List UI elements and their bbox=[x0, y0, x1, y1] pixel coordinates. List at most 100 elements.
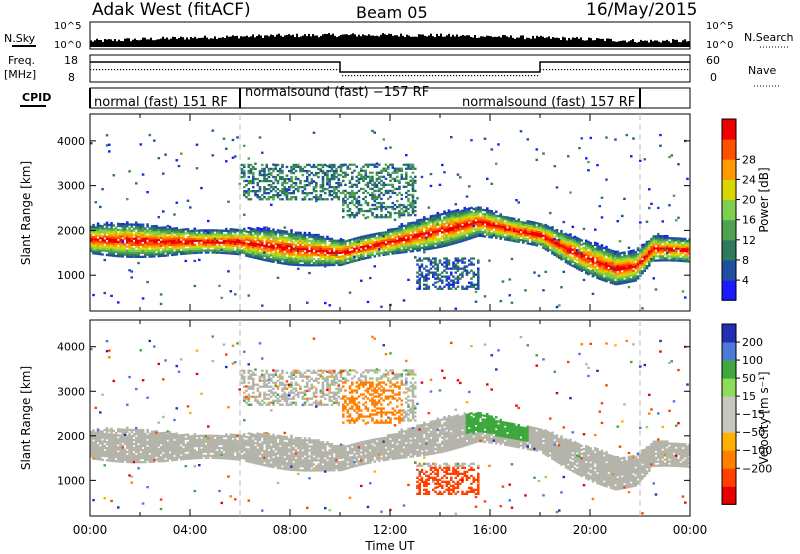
power-cell bbox=[429, 229, 433, 232]
power-cell bbox=[477, 273, 480, 276]
power-cell bbox=[272, 232, 275, 235]
power-cell bbox=[330, 241, 334, 245]
power-cell bbox=[380, 203, 383, 207]
nave-dot bbox=[633, 69, 635, 71]
power-cell bbox=[94, 246, 98, 249]
power-cell bbox=[407, 207, 410, 211]
power-cell bbox=[326, 251, 329, 255]
power-cell bbox=[409, 250, 413, 253]
power-cell bbox=[279, 255, 282, 259]
power-cell bbox=[573, 253, 577, 257]
power-cell bbox=[128, 269, 131, 272]
power-cell bbox=[445, 259, 449, 262]
power-cell bbox=[603, 259, 606, 262]
power-cell bbox=[432, 265, 435, 268]
power-cell bbox=[308, 271, 311, 275]
power-cell bbox=[621, 261, 624, 265]
power-cell bbox=[207, 245, 210, 248]
power-cell bbox=[546, 237, 550, 240]
power-cell bbox=[578, 244, 581, 247]
power-cell bbox=[605, 247, 608, 251]
nsky-bar bbox=[100, 40, 102, 47]
power-cell bbox=[567, 252, 570, 255]
power-cell bbox=[198, 247, 201, 250]
power-cell bbox=[306, 250, 309, 253]
power-cell bbox=[486, 227, 489, 230]
power-cell bbox=[603, 271, 606, 274]
nave-dot bbox=[636, 69, 638, 71]
power-cell bbox=[222, 233, 226, 237]
power-cell bbox=[465, 238, 469, 241]
power-cell bbox=[135, 223, 138, 226]
power-cell bbox=[270, 236, 273, 239]
power-cell bbox=[605, 263, 608, 267]
power-cell bbox=[411, 231, 415, 235]
power-cell bbox=[191, 235, 194, 239]
power-cell bbox=[540, 225, 543, 228]
power-cell bbox=[463, 227, 467, 230]
power-cell bbox=[416, 281, 419, 284]
power-cell bbox=[274, 242, 278, 246]
power-cell bbox=[360, 167, 363, 170]
power-cell bbox=[591, 244, 595, 248]
power-cell bbox=[279, 241, 282, 245]
power-cell bbox=[576, 251, 579, 254]
power-cell bbox=[384, 183, 388, 187]
power-cell bbox=[337, 247, 341, 250]
power-cell bbox=[609, 273, 613, 276]
power-cell bbox=[400, 237, 404, 240]
power-cell bbox=[141, 235, 145, 238]
nave-dot bbox=[585, 69, 587, 71]
nsky-bar bbox=[446, 35, 448, 47]
power-cell bbox=[351, 199, 354, 203]
power-cell bbox=[555, 251, 559, 254]
power-cell bbox=[400, 175, 404, 179]
power-cell bbox=[420, 230, 424, 234]
power-cell bbox=[162, 252, 165, 255]
power-cell bbox=[373, 185, 377, 189]
power-cell bbox=[427, 247, 431, 251]
power-cell bbox=[135, 241, 138, 244]
power-cell bbox=[342, 164, 345, 167]
power-cell bbox=[321, 177, 325, 181]
power-cell bbox=[267, 227, 271, 230]
power-cell bbox=[220, 251, 224, 255]
power-cell bbox=[303, 254, 307, 257]
power-cell bbox=[587, 269, 590, 272]
power-cell bbox=[387, 240, 390, 244]
power-cell bbox=[562, 249, 566, 252]
power-cell bbox=[279, 243, 282, 247]
power-cell bbox=[443, 244, 446, 248]
nsky-bar bbox=[458, 36, 460, 47]
power-cell bbox=[396, 247, 399, 251]
nave-dot bbox=[294, 69, 296, 71]
power-cell bbox=[288, 251, 291, 254]
power-cell bbox=[409, 193, 413, 197]
power-cell bbox=[193, 233, 197, 236]
power-cell bbox=[193, 235, 197, 239]
power-cell bbox=[333, 169, 336, 173]
power-cell bbox=[290, 171, 293, 175]
power-cell bbox=[391, 234, 395, 237]
power-cell bbox=[288, 188, 291, 191]
nsky-bar bbox=[124, 38, 126, 47]
power-cell bbox=[328, 251, 332, 255]
power-cell bbox=[324, 171, 327, 175]
power-cell bbox=[92, 225, 95, 229]
power-cell bbox=[504, 230, 507, 233]
nsky-bar bbox=[240, 36, 242, 47]
power-cell bbox=[382, 247, 386, 250]
power-cell bbox=[553, 247, 557, 251]
power-cell bbox=[429, 221, 433, 224]
power-cell bbox=[609, 277, 613, 280]
power-cell bbox=[225, 235, 228, 239]
power-cell bbox=[438, 229, 442, 232]
power-cell bbox=[308, 192, 311, 195]
nsky-bar bbox=[570, 39, 572, 47]
power-cell bbox=[261, 244, 264, 247]
power-cell bbox=[101, 231, 104, 234]
power-cell bbox=[222, 243, 226, 247]
power-cell bbox=[328, 304, 332, 307]
power-cell bbox=[353, 203, 356, 207]
power-cell bbox=[382, 253, 386, 257]
